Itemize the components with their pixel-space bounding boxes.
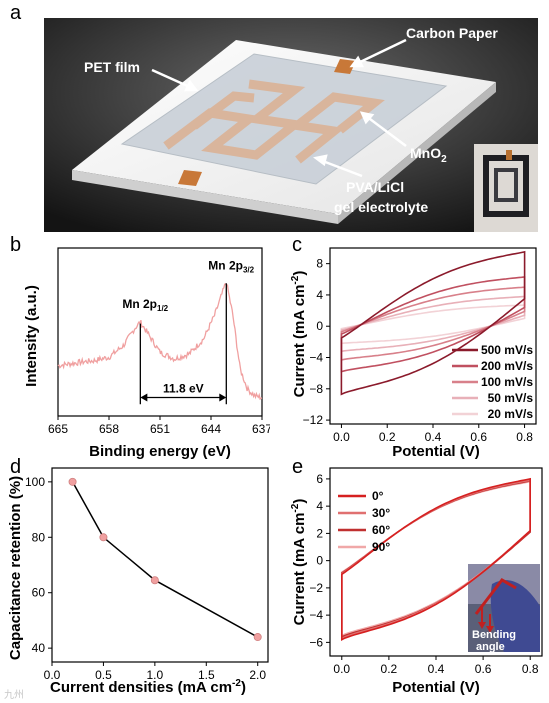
cv-legend-label: 100 mV/s bbox=[481, 375, 533, 389]
inset-label-bending: Bending bbox=[472, 629, 516, 641]
bending-x-tick-label: 0.6 bbox=[475, 662, 492, 676]
cv-y-tick-label: 0 bbox=[316, 319, 323, 333]
label-pet-film: PET film bbox=[84, 59, 140, 75]
xps-y-axis-label: Intensity (a.u.) bbox=[23, 285, 40, 387]
cv-series-line bbox=[340, 295, 526, 353]
cv-y-tick-label: −12 bbox=[303, 413, 324, 427]
retention-x-tick-label: 0.0 bbox=[44, 668, 61, 682]
cv-x-axis-label: Potential (V) bbox=[392, 443, 480, 460]
peak-label: Mn 2p1/2 bbox=[122, 297, 168, 313]
arrow-head-left bbox=[140, 393, 148, 402]
bending-x-tick-label: 0.4 bbox=[428, 662, 445, 676]
separation-label: 11.8 eV bbox=[163, 382, 204, 396]
inset-label-angle: angle bbox=[476, 641, 505, 653]
retention-x-tick-label: 1.0 bbox=[147, 668, 164, 682]
xps-x-tick-label: 644 bbox=[201, 422, 221, 436]
cv-x-tick-label: 0.0 bbox=[333, 430, 350, 444]
label-electrolyte-1: PVA/LiCl bbox=[346, 179, 404, 195]
retention-point bbox=[253, 633, 262, 642]
annotation-arrows bbox=[151, 38, 407, 178]
panel-label-b: b bbox=[10, 234, 22, 256]
xps-x-tick-label: 651 bbox=[150, 422, 170, 436]
panel-label-e: e bbox=[292, 456, 304, 478]
cv-legend-label: 50 mV/s bbox=[488, 391, 534, 405]
device-schematic: Carbon Paper PET film MnO2 PVA/LiCl gel … bbox=[44, 18, 538, 232]
cv-x-tick-label: 0.6 bbox=[470, 430, 487, 444]
retention-point bbox=[99, 533, 108, 542]
bending-legend-label: 60° bbox=[372, 523, 390, 537]
cv-y-tick-label: −4 bbox=[309, 351, 323, 365]
cv-series-line bbox=[340, 304, 526, 345]
bending-x-tick-label: 0.2 bbox=[381, 662, 398, 676]
retention-y-tick-label: 60 bbox=[32, 586, 46, 600]
arrow-head-right bbox=[219, 393, 227, 402]
bending-x-tick-label: 0.0 bbox=[333, 662, 350, 676]
bending-photo-inset: Bending angle bbox=[468, 564, 540, 653]
retention-line bbox=[71, 481, 259, 638]
peak-label: Mn 2p3/2 bbox=[208, 259, 254, 275]
bending-y-tick-label: 4 bbox=[316, 499, 323, 513]
retention-x-tick-label: 2.0 bbox=[249, 668, 266, 682]
cv-series-line bbox=[340, 275, 526, 373]
bending-y-tick-label: 2 bbox=[316, 526, 323, 540]
bending-legend-label: 90° bbox=[372, 540, 390, 554]
cv-x-tick-label: 0.2 bbox=[379, 430, 396, 444]
cv-legend-label: 200 mV/s bbox=[481, 359, 533, 373]
retention-point bbox=[68, 477, 77, 486]
interdigitated-electrode bbox=[163, 79, 385, 164]
bending-y-tick-label: 6 bbox=[316, 472, 323, 486]
label-electrolyte-2: gel electrolyte bbox=[334, 199, 428, 215]
bending-series-line bbox=[341, 477, 531, 642]
panel-label-a: a bbox=[10, 2, 22, 24]
panel-label-d: d bbox=[10, 456, 22, 478]
watermark: 九州 bbox=[4, 690, 24, 701]
copper-tab-top bbox=[334, 59, 356, 74]
bending-x-axis-label: Potential (V) bbox=[392, 679, 480, 696]
label-carbon-paper: Carbon Paper bbox=[406, 25, 498, 41]
bending-legend-label: 30° bbox=[372, 506, 390, 520]
cv-x-tick-label: 0.8 bbox=[516, 430, 533, 444]
retention-x-axis-label: Current densities (mA cm-2) bbox=[50, 678, 246, 696]
bending-y-tick-label: 0 bbox=[316, 554, 323, 568]
retention-x-tick-label: 1.5 bbox=[198, 668, 215, 682]
cv-y-tick-label: 8 bbox=[316, 257, 323, 271]
retention-y-axis-label: Capacitance retention (%) bbox=[7, 476, 24, 660]
xps-x-axis-label: Binding energy (eV) bbox=[89, 443, 231, 460]
retention-y-tick-label: 80 bbox=[32, 530, 46, 544]
cv-scan-rate-chart: 0.0 0.2 0.4 0.6 0.8 −12 −8 −4 0 4 8 500 mV/s 200 mV… bbox=[290, 247, 537, 460]
panel-label-c: c bbox=[292, 234, 302, 256]
xps-spectrum-line bbox=[57, 282, 263, 401]
retention-chart: 0.0 0.5 1.0 1.5 2.0 40 60 80 100 Current densiti… bbox=[7, 467, 269, 696]
retention-y-tick-label: 100 bbox=[25, 475, 45, 489]
xps-x-tick-label: 658 bbox=[99, 422, 119, 436]
cv-y-axis-label: Current (mA cm-2) bbox=[290, 271, 308, 398]
bending-x-tick-label: 0.8 bbox=[522, 662, 539, 676]
cv-x-tick-label: 0.4 bbox=[425, 430, 442, 444]
device-photo-inset bbox=[474, 144, 538, 232]
bending-y-tick-label: −2 bbox=[309, 581, 323, 595]
bending-y-tick-label: −6 bbox=[309, 635, 323, 649]
retention-x-tick-label: 0.5 bbox=[95, 668, 112, 682]
cv-legend-label: 500 mV/s bbox=[481, 343, 533, 357]
bending-y-tick-label: −4 bbox=[309, 608, 323, 622]
retention-y-tick-label: 40 bbox=[32, 641, 46, 655]
cv-legend-label: 20 mV/s bbox=[488, 407, 534, 421]
cv-series-line bbox=[340, 286, 526, 361]
xps-x-tick-label: 637 bbox=[252, 422, 270, 436]
retention-plot-frame bbox=[51, 467, 269, 663]
copper-tab-bottom bbox=[178, 170, 202, 186]
bending-y-axis-label: Current (mA cm-2) bbox=[290, 499, 308, 626]
bending-legend-label: 0° bbox=[372, 489, 384, 503]
cv-y-tick-label: 4 bbox=[316, 288, 323, 302]
xps-plot-frame bbox=[57, 247, 263, 417]
retention-point bbox=[150, 576, 159, 585]
label-mno2: MnO2 bbox=[410, 145, 447, 165]
xps-x-tick-label: 665 bbox=[48, 422, 68, 436]
cv-series-line bbox=[340, 250, 526, 396]
cv-y-tick-label: −8 bbox=[309, 382, 323, 396]
